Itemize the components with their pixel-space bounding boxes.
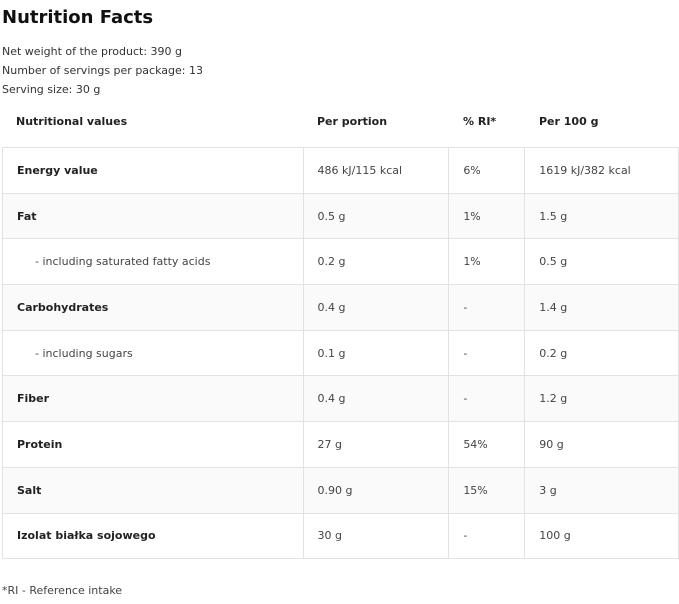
ri-value: 1% (448, 238, 526, 286)
table-row: Fiber 0.4 g -1.2 g (2, 375, 679, 423)
per-100g-value: 3 g (524, 466, 679, 514)
per-100g-value: 1.4 g (524, 284, 679, 331)
per-portion-value: 27 g (302, 421, 450, 468)
per-portion-value: 0.90 g (302, 466, 450, 514)
table-row: Salt 0.90 g 15% 3 g (2, 466, 679, 514)
serving-size: Serving size: 30 g (2, 83, 101, 96)
table-row: - including saturated fatty acids 0.2 g 1%… (2, 238, 679, 286)
ri-value: 15% (448, 466, 526, 514)
ri-value: 1% (448, 192, 526, 240)
header-nutritional-values: Nutritional values (16, 115, 128, 128)
per-portion-value: 0.5 g (302, 192, 450, 240)
per-portion-value: 0.4 g (302, 284, 450, 331)
header-per-100g: Per 100 g (539, 115, 599, 128)
per-100g-value: 1.5 g (524, 192, 679, 240)
ri-value: - (448, 329, 526, 377)
per-portion-value: 0.2 g (302, 238, 450, 286)
per-portion-value: 0.1 g (302, 329, 450, 377)
footnote: *RI - Reference intake (2, 584, 123, 597)
nutrient-name: Izolat białka sojowego (2, 512, 304, 560)
nutrient-name: Salt (2, 466, 304, 514)
nutrition-table: Energy value 486 kJ/115 kcal 6% 1619 kJ/382… (2, 147, 679, 560)
per-100g-value: 1619 kJ/382 kcal (524, 147, 679, 194)
table-row: Carbohydrates 0.4 g -1.4 g (2, 284, 679, 331)
table-row: - including sugars 0.1 g -0.2 g (2, 329, 679, 377)
header-per-portion: Per portion (317, 115, 388, 128)
nutrient-name: - including saturated fatty acids (2, 238, 304, 286)
page-title: Nutrition Facts (2, 7, 154, 28)
nutrient-name: Energy value (2, 147, 304, 194)
nutrient-name: Protein (2, 421, 304, 468)
per-portion-value: 30 g (302, 512, 450, 560)
ri-value: 54% (448, 421, 526, 468)
nutrient-name: Carbohydrates (2, 284, 304, 331)
nutrient-name: Fiber (2, 375, 304, 423)
nutrient-name: - including sugars (2, 329, 304, 377)
table-row: Energy value 486 kJ/115 kcal 6% 1619 kJ/382… (2, 147, 679, 194)
servings-per-package: Number of servings per package: 13 (2, 64, 203, 77)
per-100g-value: 0.5 g (524, 238, 679, 286)
ri-value: - (448, 375, 526, 423)
ri-value: 6% (448, 147, 526, 194)
table-row: Izolat białka sojowego 30 g -100 g (2, 512, 679, 560)
per-portion-value: 486 kJ/115 kcal (302, 147, 450, 194)
per-100g-value: 100 g (524, 512, 679, 560)
net-weight: Net weight of the product: 390 g (2, 45, 183, 58)
nutrient-name: Fat (2, 192, 304, 240)
ri-value: - (448, 512, 526, 560)
table-row: Fat 0.5 g 1% 1.5 g (2, 192, 679, 240)
table-row: Protein 27 g 54% 90 g (2, 421, 679, 468)
per-100g-value: 90 g (524, 421, 679, 468)
per-100g-value: 1.2 g (524, 375, 679, 423)
header-ri: % RI* (463, 115, 497, 128)
per-portion-value: 0.4 g (302, 375, 450, 423)
ri-value: - (448, 284, 526, 331)
per-100g-value: 0.2 g (524, 329, 679, 377)
